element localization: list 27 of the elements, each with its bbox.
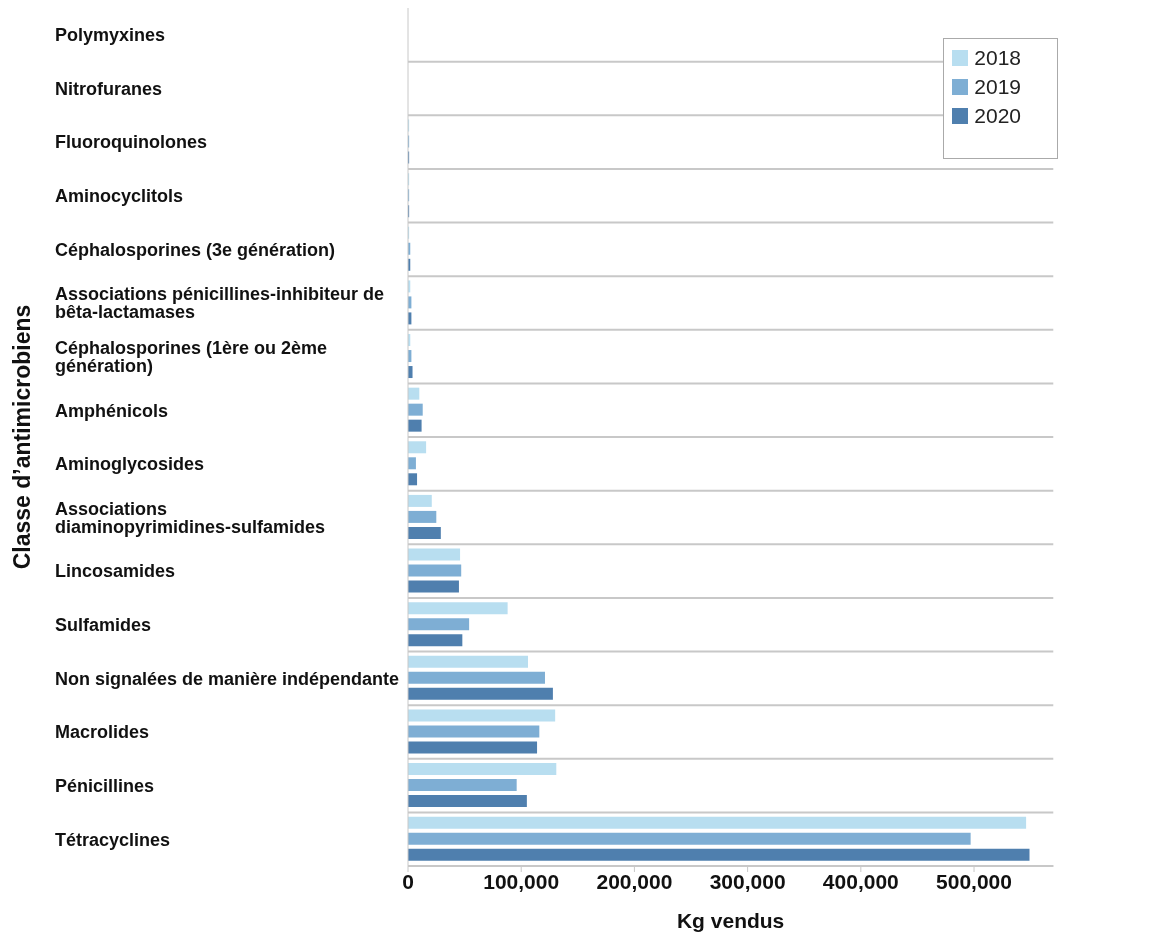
x-tick-label: 100,000 <box>483 869 560 893</box>
legend-label: 2019 <box>974 74 1021 99</box>
y-tick-label: Associations pénicillines-inhibiteur de bêta-lactamases <box>55 284 385 323</box>
y-tick-label: Aminocyclitols <box>55 186 184 207</box>
y-tick-label: Macrolides <box>55 722 150 743</box>
x-tick-label: 500,000 <box>936 869 1012 893</box>
y-tick-label: Tétracyclines <box>55 829 171 850</box>
y-axis-title: Classe d’antimicrobiens <box>9 304 35 570</box>
y-tick-label: Amphénicols <box>55 400 169 421</box>
y-tick-label: Non signalées de manière indépendante <box>55 668 400 689</box>
y-tick-label: Fluoroquinolones <box>55 132 207 153</box>
x-tick-label: 0 <box>402 869 414 893</box>
y-tick-label: Aminoglycosides <box>55 454 205 475</box>
y-tick-label: Pénicillines <box>55 775 155 796</box>
x-tick-label: 200,000 <box>596 869 673 893</box>
legend-label: 2020 <box>974 103 1021 128</box>
legend-label: 2018 <box>974 45 1021 70</box>
y-tick-label: Nitrofuranes <box>55 78 163 99</box>
y-tick-label: Céphalosporines (1ère ou 2ème génération) <box>55 337 328 376</box>
x-tick-label: 300,000 <box>709 869 786 893</box>
y-tick-label: Polymyxines <box>55 25 166 46</box>
y-tick-label: Lincosamides <box>55 561 176 582</box>
y-tick-label: Sulfamides <box>55 615 152 636</box>
y-tick-label: Céphalosporines (3e génération) <box>55 239 336 260</box>
x-axis-title: Kg vendus <box>676 909 785 932</box>
y-tick-label: Associations diaminopyrimidines-sulfamides <box>55 498 326 537</box>
x-tick-label: 400,000 <box>822 869 899 893</box>
